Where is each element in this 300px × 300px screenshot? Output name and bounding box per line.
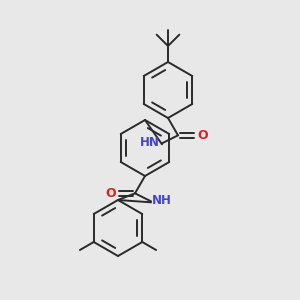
Text: NH: NH (152, 194, 172, 207)
Text: HN: HN (140, 136, 160, 149)
Text: O: O (105, 187, 116, 200)
Text: O: O (197, 129, 208, 142)
